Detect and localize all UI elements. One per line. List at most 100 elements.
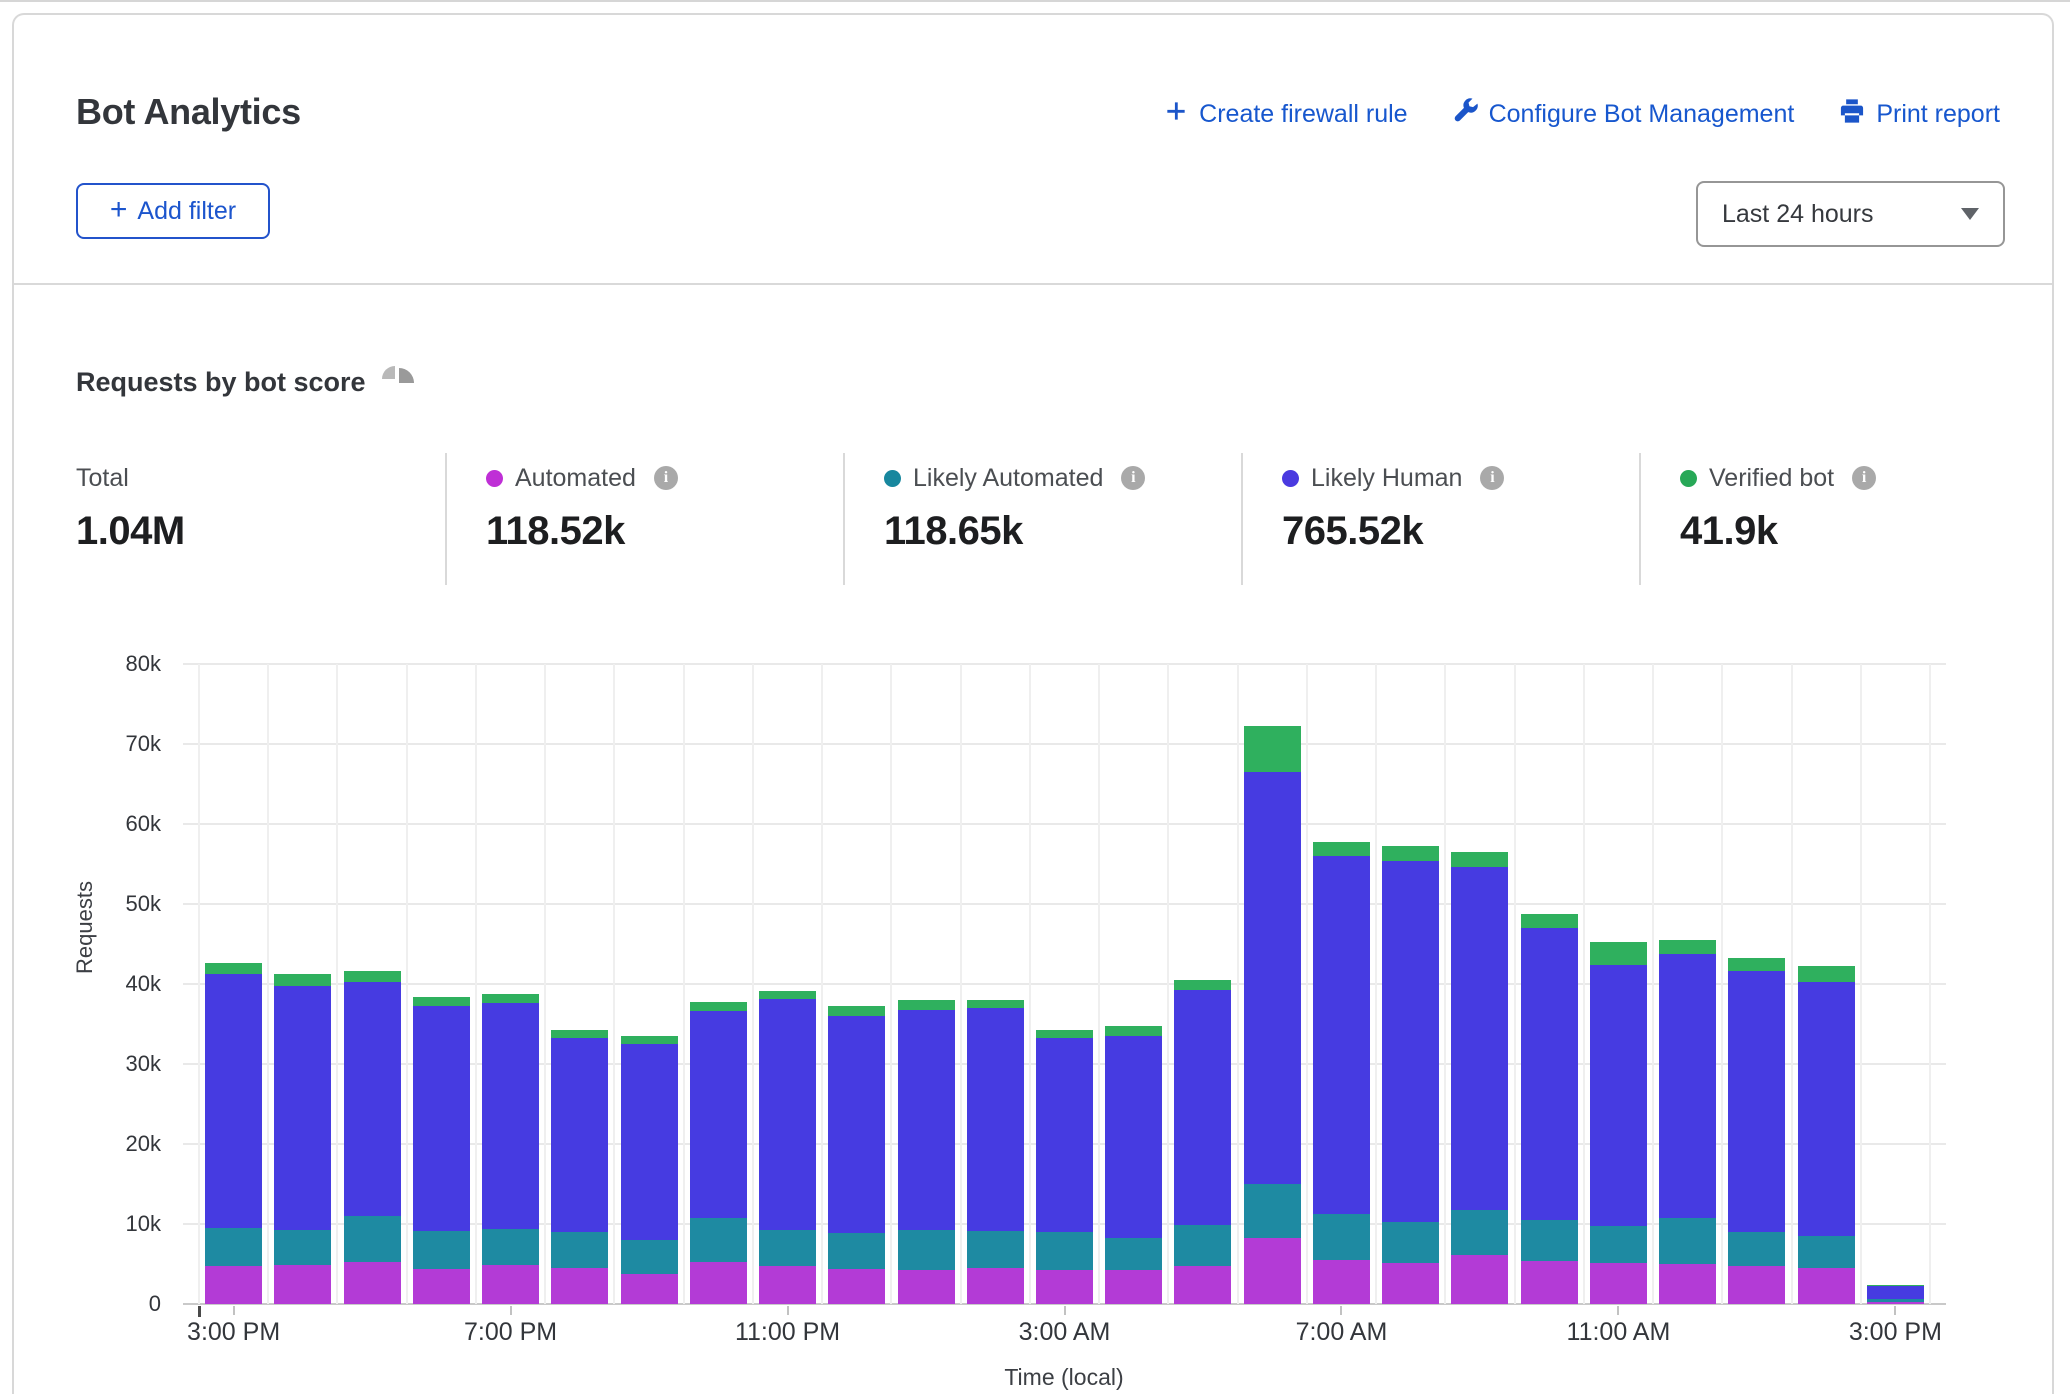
bar-segment-300AM-verified-bot[interactable] [1036, 1030, 1093, 1038]
bar-segment-900PM-verified-bot[interactable] [621, 1036, 678, 1044]
bar-segment-200PM-verified-bot[interactable] [1798, 966, 1855, 981]
bar-segment-100AM-likely-automated[interactable] [898, 1230, 955, 1270]
bar-segment-500AM-automated[interactable] [1174, 1266, 1231, 1304]
bar-segment-600AM-automated[interactable] [1244, 1238, 1301, 1304]
bar-segment-1100PM-likely-human[interactable] [759, 999, 816, 1229]
action-link-print-report[interactable]: Print report [1838, 97, 2000, 132]
bar-segment-700PM-verified-bot[interactable] [482, 994, 539, 1003]
bar-segment-700AM-automated[interactable] [1313, 1260, 1370, 1304]
bar-segment-700AM-likely-human[interactable] [1313, 856, 1370, 1214]
bar-segment-400AM-likely-human[interactable] [1105, 1036, 1162, 1238]
bar-segment-500AM-verified-bot[interactable] [1174, 980, 1231, 990]
bar-segment-300PM-automated[interactable] [1867, 1302, 1924, 1304]
bar-segment-1000AM-likely-human[interactable] [1521, 928, 1578, 1220]
bar-segment-400PM-automated[interactable] [274, 1265, 331, 1304]
bar-segment-600AM-likely-automated[interactable] [1244, 1184, 1301, 1238]
time-range-select[interactable]: Last 24 hours [1696, 181, 2005, 247]
bar-segment-300AM-likely-automated[interactable] [1036, 1232, 1093, 1270]
bar-segment-1000AM-automated[interactable] [1521, 1261, 1578, 1304]
bar-segment-800PM-automated[interactable] [551, 1268, 608, 1304]
bar-segment-100AM-verified-bot[interactable] [898, 1000, 955, 1010]
bar-segment-1000AM-likely-automated[interactable] [1521, 1220, 1578, 1261]
bar-segment-300AM-likely-human[interactable] [1036, 1038, 1093, 1232]
bar-segment-900PM-likely-human[interactable] [621, 1044, 678, 1240]
bar-segment-200AM-automated[interactable] [967, 1268, 1024, 1304]
bar-segment-800PM-likely-automated[interactable] [551, 1232, 608, 1268]
bar-segment-700AM-verified-bot[interactable] [1313, 842, 1370, 856]
bar-segment-700PM-likely-human[interactable] [482, 1003, 539, 1229]
bar-segment-1200AM-automated[interactable] [828, 1269, 885, 1304]
bar-segment-1200PM-likely-automated[interactable] [1659, 1218, 1716, 1264]
bar-segment-700AM-likely-automated[interactable] [1313, 1214, 1370, 1260]
bar-segment-900PM-automated[interactable] [621, 1274, 678, 1304]
bar-segment-800PM-likely-human[interactable] [551, 1038, 608, 1232]
bar-segment-100AM-likely-human[interactable] [898, 1010, 955, 1230]
bar-segment-200AM-verified-bot[interactable] [967, 1000, 1024, 1008]
action-link-configure-bot-management[interactable]: Configure Bot Management [1452, 98, 1795, 132]
bar-segment-100PM-verified-bot[interactable] [1728, 958, 1785, 972]
bar-segment-1200PM-automated[interactable] [1659, 1264, 1716, 1304]
bar-segment-800AM-likely-human[interactable] [1382, 861, 1439, 1223]
bar-segment-100PM-likely-automated[interactable] [1728, 1232, 1785, 1266]
bar-segment-500PM-likely-human[interactable] [344, 982, 401, 1216]
bar-segment-600PM-automated[interactable] [413, 1269, 470, 1304]
bar-segment-500AM-likely-automated[interactable] [1174, 1225, 1231, 1266]
info-icon[interactable]: i [1121, 466, 1145, 490]
bar-segment-400PM-likely-automated[interactable] [274, 1230, 331, 1265]
bar-segment-600PM-likely-automated[interactable] [413, 1231, 470, 1269]
bar-segment-200AM-likely-automated[interactable] [967, 1231, 1024, 1268]
bar-segment-300PM-verified-bot[interactable] [205, 963, 262, 973]
bar-segment-700PM-automated[interactable] [482, 1265, 539, 1304]
bar-segment-300PM-likely-automated[interactable] [205, 1228, 262, 1266]
bar-segment-1000PM-verified-bot[interactable] [690, 1002, 747, 1011]
bar-segment-500AM-likely-human[interactable] [1174, 990, 1231, 1224]
bar-segment-400PM-likely-human[interactable] [274, 986, 331, 1230]
bar-segment-1000AM-verified-bot[interactable] [1521, 914, 1578, 928]
bar-segment-700PM-likely-automated[interactable] [482, 1229, 539, 1265]
bar-segment-500PM-automated[interactable] [344, 1262, 401, 1304]
bar-segment-300PM-likely-human[interactable] [205, 974, 262, 1228]
add-filter-button[interactable]: + Add filter [76, 183, 270, 239]
bar-segment-1100AM-likely-automated[interactable] [1590, 1226, 1647, 1264]
bar-segment-400AM-likely-automated[interactable] [1105, 1238, 1162, 1271]
info-icon[interactable]: i [1480, 466, 1504, 490]
bar-segment-300PM-likely-automated[interactable] [1867, 1299, 1924, 1302]
action-link-create-firewall-rule[interactable]: Create firewall rule [1163, 98, 1407, 131]
bar-segment-400PM-verified-bot[interactable] [274, 974, 331, 985]
bar-segment-200AM-likely-human[interactable] [967, 1008, 1024, 1231]
bar-segment-300AM-automated[interactable] [1036, 1270, 1093, 1304]
bar-segment-1200AM-verified-bot[interactable] [828, 1006, 885, 1016]
bar-segment-1200AM-likely-automated[interactable] [828, 1233, 885, 1269]
bar-segment-300PM-verified-bot[interactable] [1867, 1285, 1924, 1287]
bar-segment-200PM-automated[interactable] [1798, 1268, 1855, 1304]
bar-segment-900AM-verified-bot[interactable] [1451, 852, 1508, 867]
bar-segment-900PM-likely-automated[interactable] [621, 1240, 678, 1274]
bar-segment-100AM-automated[interactable] [898, 1270, 955, 1304]
bar-segment-900AM-automated[interactable] [1451, 1255, 1508, 1304]
bar-segment-100PM-likely-human[interactable] [1728, 971, 1785, 1232]
bar-segment-900AM-likely-human[interactable] [1451, 867, 1508, 1209]
bar-segment-1000PM-likely-human[interactable] [690, 1011, 747, 1218]
bar-segment-200PM-likely-automated[interactable] [1798, 1236, 1855, 1268]
bar-segment-1200PM-likely-human[interactable] [1659, 954, 1716, 1219]
bar-segment-200PM-likely-human[interactable] [1798, 982, 1855, 1236]
bar-segment-300PM-likely-human[interactable] [1867, 1286, 1924, 1298]
bar-segment-600PM-verified-bot[interactable] [413, 997, 470, 1007]
bar-segment-300PM-automated[interactable] [205, 1266, 262, 1304]
bar-segment-1100PM-verified-bot[interactable] [759, 991, 816, 999]
bar-segment-1000PM-likely-automated[interactable] [690, 1218, 747, 1261]
bar-segment-1200PM-verified-bot[interactable] [1659, 940, 1716, 954]
bar-segment-600AM-likely-human[interactable] [1244, 772, 1301, 1184]
bar-segment-600PM-likely-human[interactable] [413, 1006, 470, 1231]
bar-segment-1100AM-likely-human[interactable] [1590, 965, 1647, 1226]
bar-segment-400AM-automated[interactable] [1105, 1270, 1162, 1304]
bar-segment-1000PM-automated[interactable] [690, 1262, 747, 1304]
bar-segment-100PM-automated[interactable] [1728, 1266, 1785, 1304]
info-icon[interactable]: i [654, 466, 678, 490]
info-icon[interactable]: i [1852, 466, 1876, 490]
bar-segment-800AM-verified-bot[interactable] [1382, 846, 1439, 861]
bar-segment-1100AM-automated[interactable] [1590, 1263, 1647, 1304]
bar-segment-400AM-verified-bot[interactable] [1105, 1026, 1162, 1036]
bar-segment-1100PM-likely-automated[interactable] [759, 1230, 816, 1267]
bar-segment-1200AM-likely-human[interactable] [828, 1016, 885, 1233]
